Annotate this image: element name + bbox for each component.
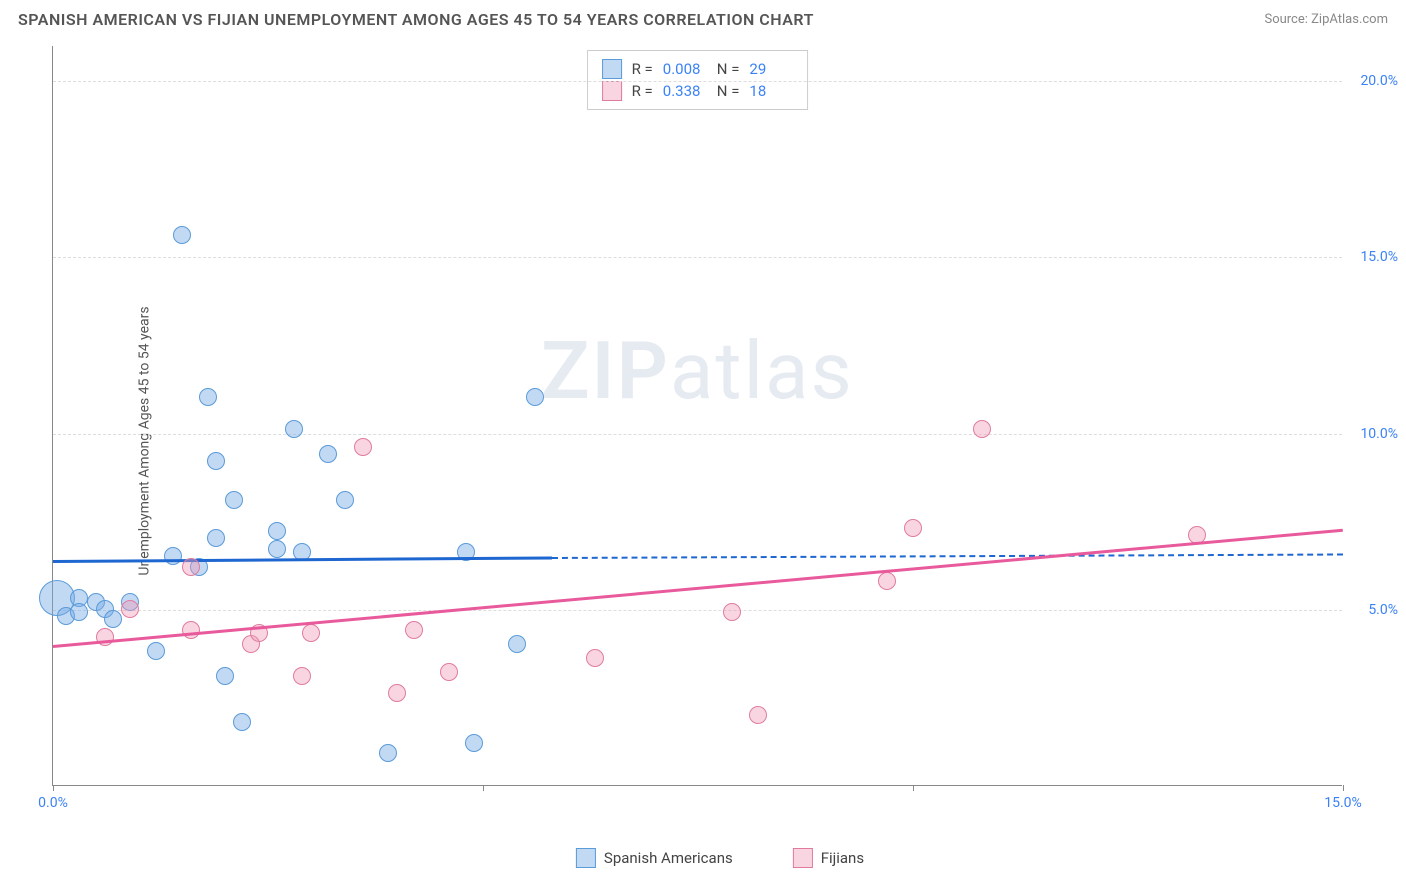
- stats-box: R = 0.008 N = 29 R = 0.338 N = 18: [587, 50, 809, 110]
- data-point: [207, 529, 225, 547]
- series-swatch: [602, 59, 622, 79]
- data-point: [723, 603, 741, 621]
- stats-n-value: 18: [749, 82, 793, 100]
- data-point: [121, 600, 139, 618]
- data-point: [388, 684, 406, 702]
- data-point: [199, 388, 217, 406]
- data-point: [586, 649, 604, 667]
- data-point: [182, 621, 200, 639]
- data-point: [302, 624, 320, 642]
- data-point: [268, 540, 286, 558]
- legend-item: Fijians: [793, 848, 864, 868]
- x-tick-label: 0.0%: [38, 795, 68, 811]
- watermark: ZIPatlas: [541, 324, 854, 418]
- stats-r-label: R =: [632, 82, 653, 100]
- gridline: [53, 257, 1342, 258]
- data-point: [173, 226, 191, 244]
- gridline: [53, 610, 1342, 611]
- stats-row: R = 0.338 N = 18: [602, 81, 794, 101]
- trendline: [53, 557, 552, 563]
- data-point: [207, 452, 225, 470]
- data-point: [319, 445, 337, 463]
- stats-row: R = 0.008 N = 29: [602, 59, 794, 79]
- x-tick: [1343, 785, 1344, 791]
- legend: Spanish Americans Fijians: [576, 848, 864, 868]
- data-point: [465, 734, 483, 752]
- trendline: [53, 529, 1343, 648]
- x-tick: [53, 785, 54, 791]
- legend-swatch: [793, 848, 813, 868]
- data-point: [379, 744, 397, 762]
- stats-n-label: N =: [717, 82, 740, 100]
- legend-label: Spanish Americans: [604, 849, 733, 867]
- data-point: [147, 642, 165, 660]
- legend-swatch: [576, 848, 596, 868]
- data-point: [508, 635, 526, 653]
- data-point: [233, 713, 251, 731]
- y-tick-label: 5.0%: [1368, 602, 1398, 618]
- gridline: [53, 434, 1342, 435]
- data-point: [904, 519, 922, 537]
- data-point: [440, 663, 458, 681]
- x-tick: [483, 785, 484, 791]
- legend-item: Spanish Americans: [576, 848, 733, 868]
- data-point: [164, 547, 182, 565]
- y-tick-label: 10.0%: [1360, 426, 1398, 442]
- y-tick-label: 20.0%: [1360, 73, 1398, 89]
- data-point: [354, 438, 372, 456]
- data-point: [336, 491, 354, 509]
- stats-n-label: N =: [717, 60, 740, 78]
- data-point: [285, 420, 303, 438]
- data-point: [70, 603, 88, 621]
- y-tick-label: 15.0%: [1360, 249, 1398, 265]
- data-point: [405, 621, 423, 639]
- data-point: [749, 706, 767, 724]
- stats-r-value: 0.338: [663, 82, 707, 100]
- plot-area: ZIPatlas R =0.008N =29R =0.338N =18 5.0%…: [52, 46, 1342, 786]
- stats-r-label: R =: [632, 60, 653, 78]
- legend-label: Fijians: [821, 849, 864, 867]
- data-point: [182, 558, 200, 576]
- series-swatch: [602, 81, 622, 101]
- stats-n-value: 29: [749, 60, 793, 78]
- data-point: [973, 420, 991, 438]
- data-point: [293, 667, 311, 685]
- x-tick: [913, 785, 914, 791]
- data-point: [268, 522, 286, 540]
- data-point: [225, 491, 243, 509]
- chart-title: SPANISH AMERICAN VS FIJIAN UNEMPLOYMENT …: [18, 10, 814, 29]
- correlation-chart: Unemployment Among Ages 45 to 54 years Z…: [52, 46, 1388, 836]
- x-tick-label: 15.0%: [1324, 795, 1362, 811]
- stats-r-value: 0.008: [663, 60, 707, 78]
- data-point: [878, 572, 896, 590]
- data-point: [104, 610, 122, 628]
- gridline: [53, 81, 1342, 82]
- data-point: [526, 388, 544, 406]
- source-attribution: Source: ZipAtlas.com: [1264, 12, 1388, 27]
- data-point: [216, 667, 234, 685]
- trendline-extension: [552, 553, 1343, 559]
